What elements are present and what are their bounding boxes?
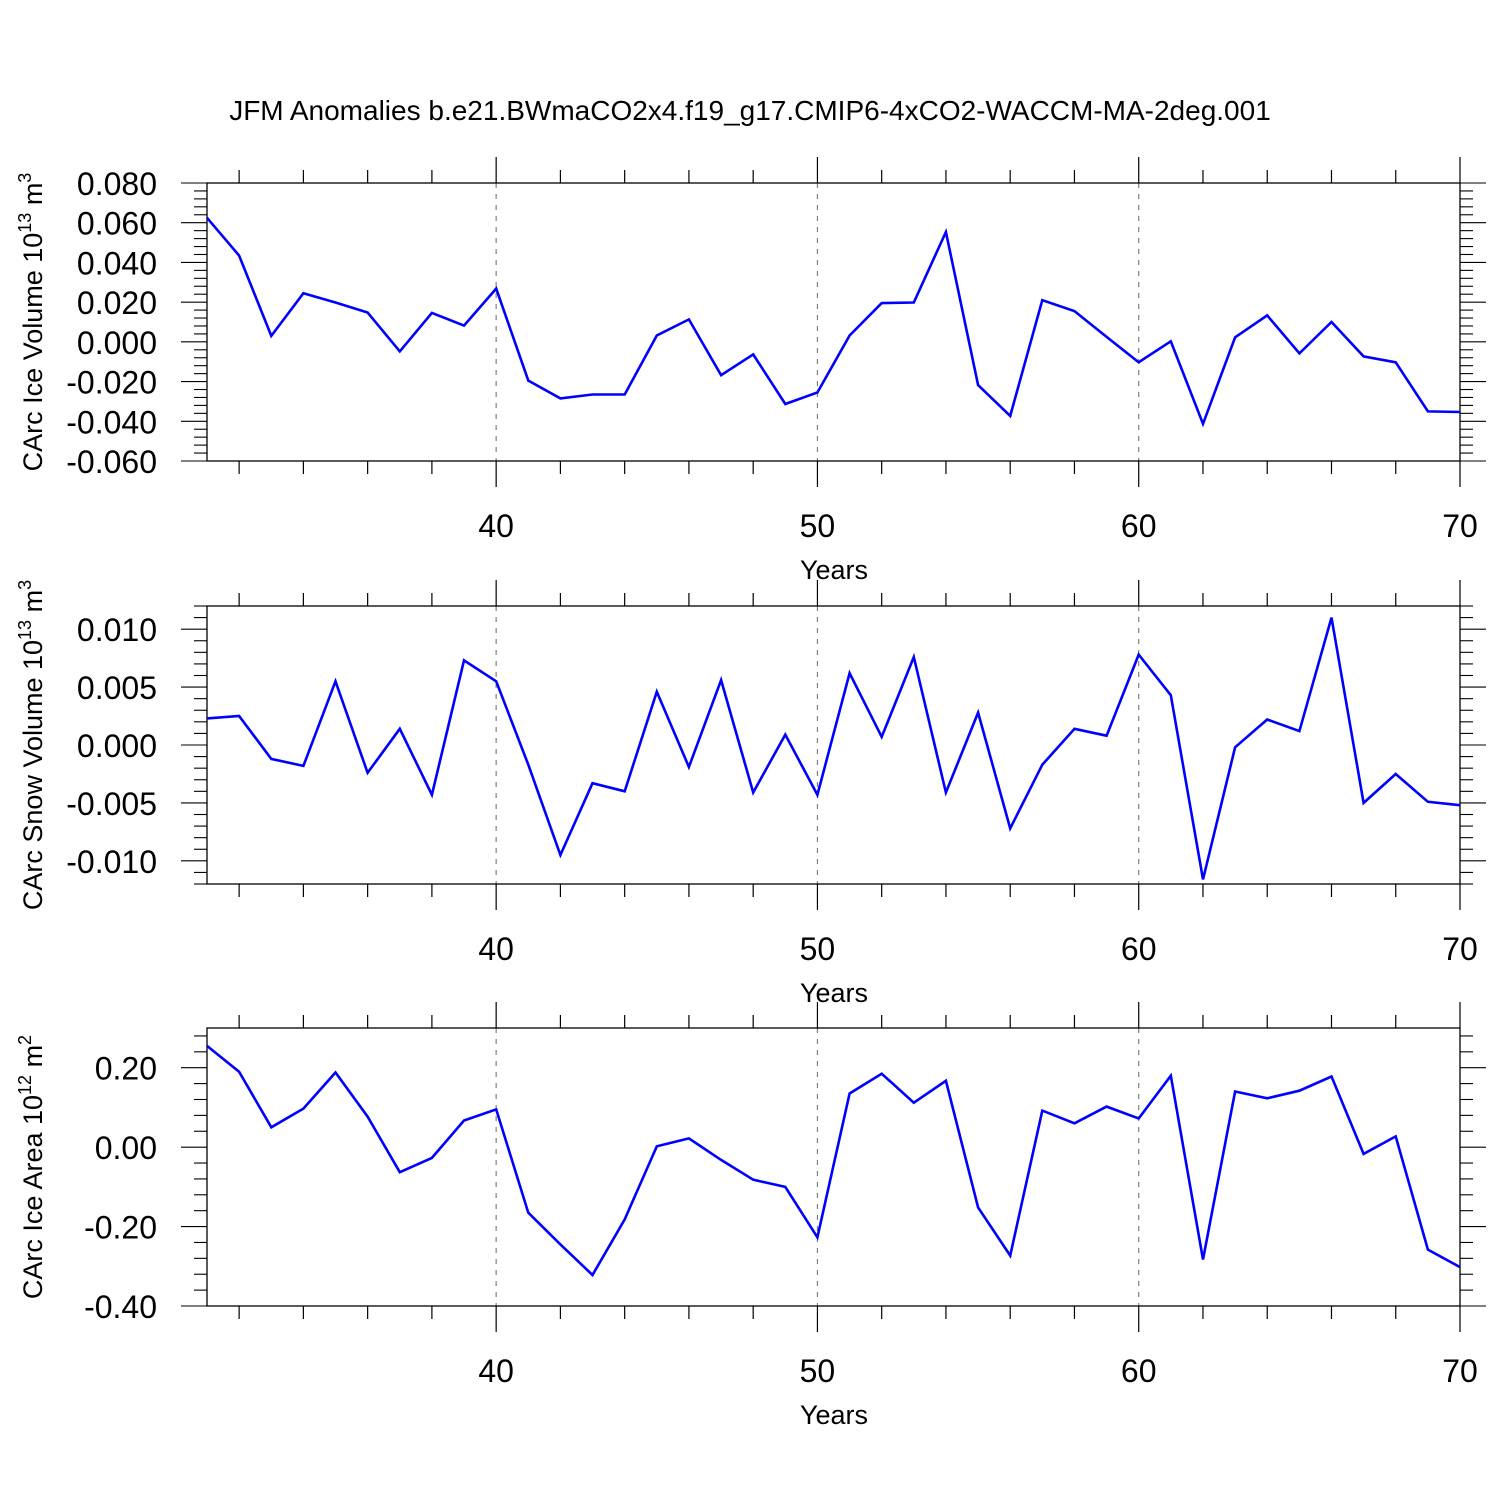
y-tick-label: -0.20 xyxy=(84,1210,157,1246)
panel-ice-area: -0.40 -0.20 0.00 0.20 40 50 60 70 Years CArc Ice … xyxy=(15,1002,1486,1430)
x-tick-label: 60 xyxy=(1121,931,1157,967)
x-axis-label: Years xyxy=(800,1400,868,1430)
plot-frame xyxy=(206,182,1461,462)
y-tick-label: -0.020 xyxy=(66,365,157,401)
x-tick-label: 70 xyxy=(1442,508,1478,544)
x-axis-label: Years xyxy=(800,978,868,1008)
plot-frame xyxy=(206,1027,1461,1307)
y-tick-label: 0.000 xyxy=(77,325,157,361)
y-axis-label: CArc Snow Volume 1013 m3 xyxy=(15,580,48,910)
x-tick-label: 70 xyxy=(1442,931,1478,967)
y-tick-label: 0.080 xyxy=(77,166,157,202)
series-line xyxy=(206,617,1461,880)
x-tick-label: 50 xyxy=(800,931,836,967)
y-tick-label: 0.00 xyxy=(95,1130,157,1166)
y-tick-label: 0.060 xyxy=(77,206,157,242)
y-tick-label: 0.20 xyxy=(95,1051,157,1087)
y-axis-label: CArc Ice Area 1012 m2 xyxy=(15,1035,48,1299)
y-tick-label: 0.020 xyxy=(77,285,157,321)
y-tick-label: -0.040 xyxy=(66,404,157,440)
plot-frame xyxy=(206,605,1461,885)
x-tick-label: 40 xyxy=(478,1353,514,1389)
y-tick-label: 0.040 xyxy=(77,245,157,281)
x-tick-label: 40 xyxy=(478,931,514,967)
y-tick-label: -0.060 xyxy=(66,444,157,480)
y-axis-label: CArc Ice Volume 1013 m3 xyxy=(15,173,48,472)
y-tick-label: 0.000 xyxy=(77,728,157,764)
y-tick-label: -0.40 xyxy=(84,1289,157,1325)
x-tick-label: 50 xyxy=(800,1353,836,1389)
x-tick-label: 60 xyxy=(1121,1353,1157,1389)
y-tick-label: 0.005 xyxy=(77,670,157,706)
series-line xyxy=(206,216,1461,428)
x-tick-label: 40 xyxy=(478,508,514,544)
x-axis-label: Years xyxy=(800,555,868,585)
y-tick-label: -0.005 xyxy=(66,786,157,822)
x-tick-label: 50 xyxy=(800,508,836,544)
figure-title: JFM Anomalies b.e21.BWmaCO2x4.f19_g17.CM… xyxy=(229,95,1271,126)
panel-snow-volume: -0.010 -0.005 0.000 0.005 0.010 40 50 60 70 Years… xyxy=(15,580,1486,1008)
x-tick-label: 70 xyxy=(1442,1353,1478,1389)
y-tick-label: 0.010 xyxy=(77,612,157,648)
y-tick-label: -0.010 xyxy=(66,844,157,880)
x-tick-label: 60 xyxy=(1121,508,1157,544)
series-line xyxy=(206,1044,1461,1278)
